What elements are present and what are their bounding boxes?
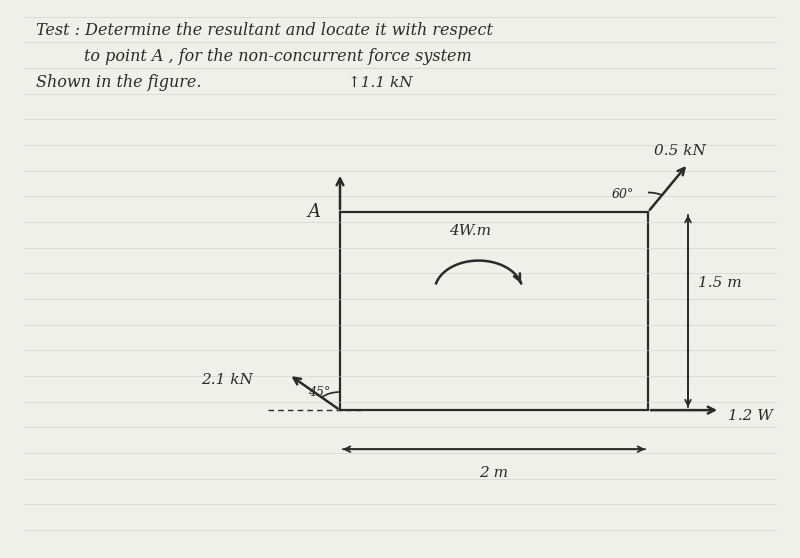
Text: 2 m: 2 m <box>479 466 509 480</box>
Bar <box>340 212 648 410</box>
Text: 0.5 kN: 0.5 kN <box>654 144 706 158</box>
Text: Shown in the figure.: Shown in the figure. <box>36 74 202 91</box>
Text: to point A , for the non-concurrent force system: to point A , for the non-concurrent forc… <box>84 49 472 65</box>
Text: 2.1 kN: 2.1 kN <box>201 373 253 387</box>
Text: A: A <box>307 203 320 221</box>
Text: 4W.m: 4W.m <box>450 224 492 238</box>
Text: 45°: 45° <box>308 386 330 399</box>
Text: Test : Determine the resultant and locate it with respect: Test : Determine the resultant and locat… <box>36 22 493 39</box>
Text: 1.2 W: 1.2 W <box>728 408 773 423</box>
Text: 60°: 60° <box>612 188 634 201</box>
Text: 1.5 m: 1.5 m <box>698 276 742 290</box>
Text: ↑1.1 kN: ↑1.1 kN <box>348 75 413 90</box>
